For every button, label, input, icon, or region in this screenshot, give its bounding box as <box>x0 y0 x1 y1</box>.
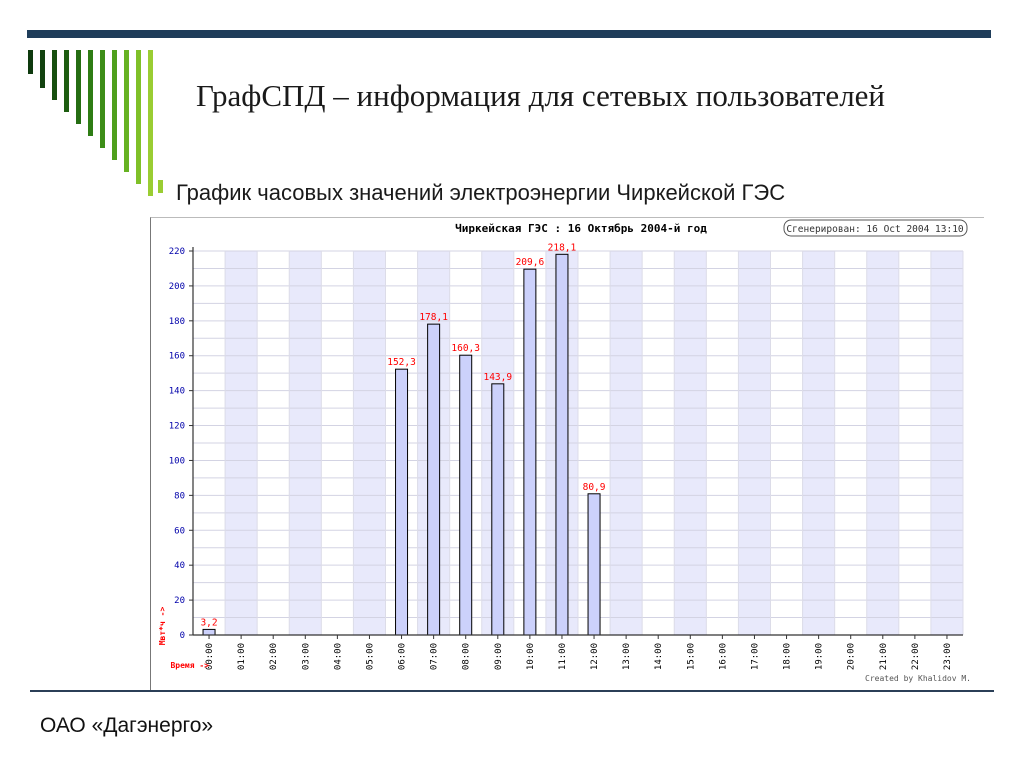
x-tick-label: 11:00 <box>558 643 568 670</box>
generated-label: Сгенерирован: 16 Oct 2004 13:10 <box>786 224 964 235</box>
x-tick-label: 08:00 <box>462 643 472 670</box>
x-tick-label: 21:00 <box>879 643 889 670</box>
value-label: 160,3 <box>451 343 480 354</box>
y-tick-label: 60 <box>174 526 185 536</box>
bar <box>523 268 537 636</box>
x-tick-label: 04:00 <box>333 643 343 670</box>
bar <box>427 323 441 636</box>
y-tick-label: 0 <box>180 631 185 641</box>
bar <box>459 354 473 636</box>
slide-title: ГрафСПД – информация для сетевых пользов… <box>196 78 886 113</box>
y-tick-label: 200 <box>169 282 185 292</box>
x-tick-labels: 00:00 01:00 02:00 03:00 04:00 05:00 06:00 07:00… <box>205 635 953 670</box>
x-tick-label: 18:00 <box>783 643 793 670</box>
x-tick-label: 05:00 <box>365 643 375 670</box>
value-label: 3,2 <box>200 617 217 628</box>
bar <box>555 253 569 636</box>
x-tick-label: 10:00 <box>526 643 536 670</box>
subtitle-bullet <box>158 180 163 193</box>
y-tick-label: 160 <box>169 352 185 362</box>
x-tick-label: 14:00 <box>654 643 664 670</box>
y-tick-labels: 0 20 40 60 80 100 120 140 160 180 200 220 <box>169 247 193 641</box>
slide-subtitle: График часовых значений электроэнергии Ч… <box>176 180 786 205</box>
axes <box>192 247 963 636</box>
x-tick-label: 06:00 <box>398 643 408 670</box>
value-label: 218,1 <box>548 242 577 253</box>
x-tick-label: 22:00 <box>911 643 921 670</box>
chart-title: Чиркейская ГЭС : 16 Октябрь 2004-й год <box>455 222 707 235</box>
x-tick-label: 07:00 <box>430 643 440 670</box>
footer-divider <box>30 690 994 692</box>
y-tick-label: 140 <box>169 387 185 397</box>
y-tick-label: 100 <box>169 456 185 466</box>
footer-company: ОАО «Дагэнерго» <box>40 714 214 737</box>
y-tick-label: 180 <box>169 317 185 327</box>
bars <box>202 253 601 636</box>
generated-badge <box>783 219 968 237</box>
gridlines <box>192 250 964 635</box>
x-tick-label: 01:00 <box>237 643 247 670</box>
value-label: 80,9 <box>583 482 606 493</box>
y-axis-label: Мвт*ч -> <box>158 607 167 646</box>
x-tick-label: 20:00 <box>847 643 857 670</box>
x-tick-label: 09:00 <box>494 643 504 670</box>
value-label: 209,6 <box>516 257 545 268</box>
x-tick-label: 16:00 <box>718 643 728 670</box>
top-accent-bar <box>27 30 991 38</box>
credit-label: Created by Khalidov M. <box>865 674 971 683</box>
y-tick-label: 80 <box>174 491 185 501</box>
bar <box>202 628 216 636</box>
x-tick-label: 02:00 <box>269 643 279 670</box>
x-tick-label: 19:00 <box>815 643 825 670</box>
x-tick-label: 12:00 <box>590 643 600 670</box>
x-tick-label: 23:00 <box>943 643 953 670</box>
value-label: 152,3 <box>387 357 416 368</box>
y-tick-label: 20 <box>174 596 185 606</box>
x-axis-label: Время -> <box>170 661 209 670</box>
x-tick-label: 03:00 <box>301 643 311 670</box>
bar <box>587 493 601 636</box>
bar <box>395 368 409 636</box>
y-tick-label: 120 <box>169 422 185 432</box>
y-tick-label: 40 <box>174 561 185 571</box>
bar <box>491 383 505 636</box>
x-tick-label: 17:00 <box>750 643 760 670</box>
x-tick-label: 15:00 <box>686 643 696 670</box>
value-label: 143,9 <box>483 372 512 383</box>
y-tick-label: 220 <box>169 247 185 257</box>
x-tick-label: 13:00 <box>622 643 632 670</box>
x-tick-label: 00:00 <box>205 643 215 670</box>
value-label: 178,1 <box>419 312 448 323</box>
